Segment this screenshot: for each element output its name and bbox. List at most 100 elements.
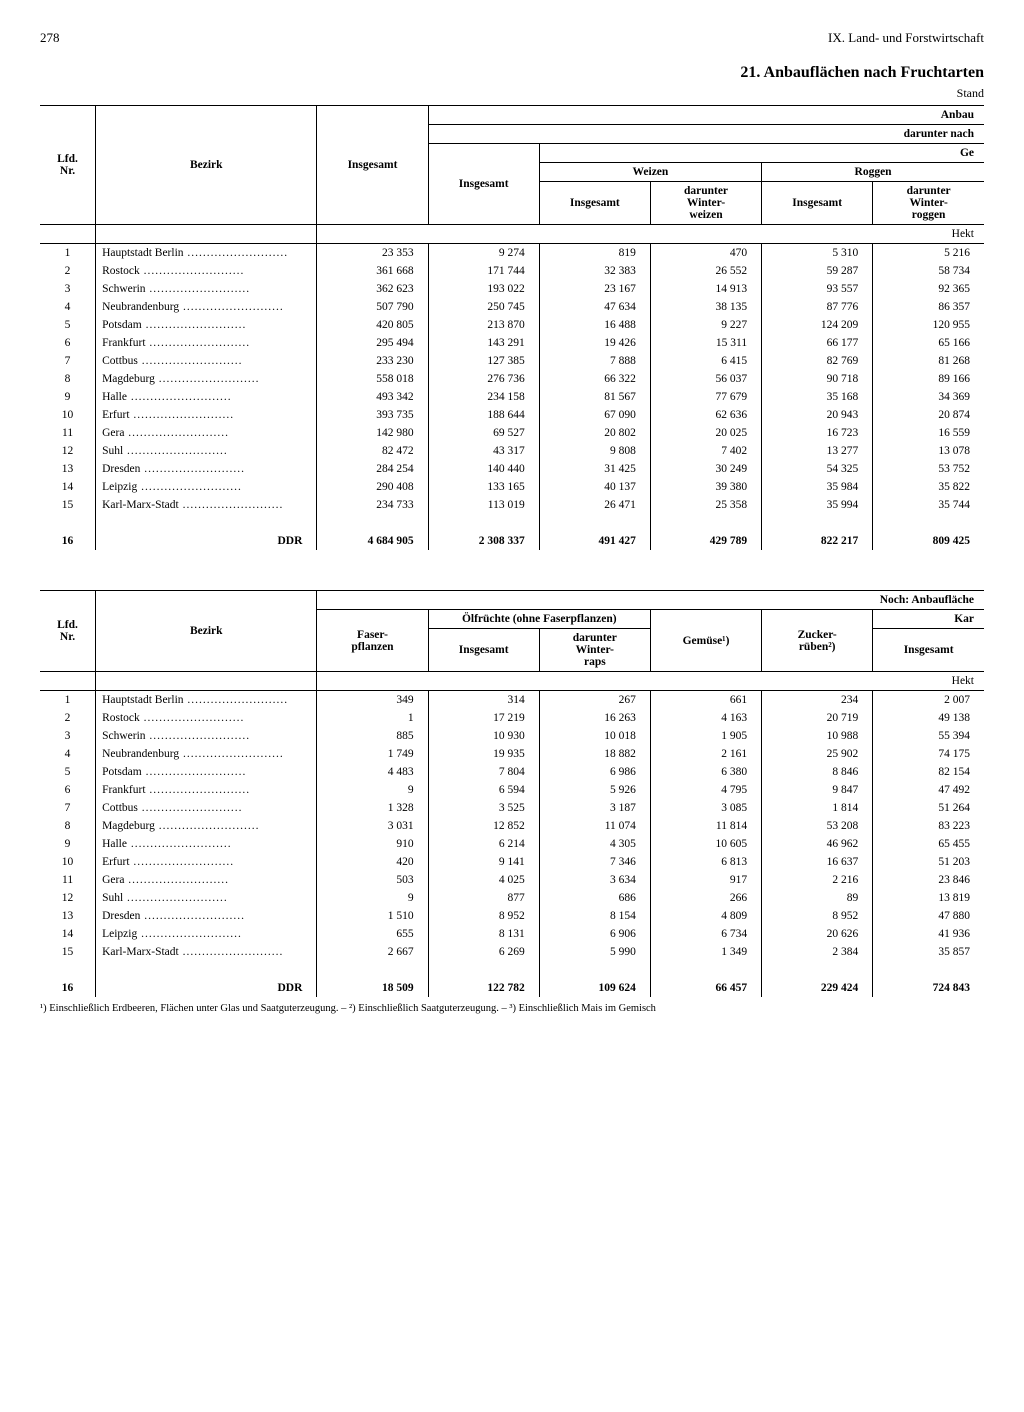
bezirk-name: Leipzig <box>96 478 317 496</box>
cell: 65 455 <box>873 835 984 853</box>
table-row: 13Dresden1 5108 9528 1544 8098 95247 880 <box>40 907 984 925</box>
cell: 420 <box>317 853 428 871</box>
cell: 171 744 <box>428 262 539 280</box>
cell: 23 846 <box>873 871 984 889</box>
bezirk-name: Magdeburg <box>96 370 317 388</box>
cell: 10 018 <box>539 727 650 745</box>
bezirk-name: Hauptstadt Berlin <box>96 691 317 710</box>
cell: 87 776 <box>762 298 873 316</box>
cell: 4 483 <box>317 763 428 781</box>
col-kar-insg: Insgesamt <box>873 629 984 672</box>
cell: 234 733 <box>317 496 428 514</box>
cell: 6 269 <box>428 943 539 961</box>
col-gemuese: Gemüse¹) <box>650 610 761 672</box>
bezirk-name: Potsdam <box>96 763 317 781</box>
cell: 910 <box>317 835 428 853</box>
bezirk-name: Karl-Marx-Stadt <box>96 943 317 961</box>
cell: 9 141 <box>428 853 539 871</box>
cell: 127 385 <box>428 352 539 370</box>
bezirk-name: Suhl <box>96 442 317 460</box>
cell: 10 605 <box>650 835 761 853</box>
col-faser: Faser- pflanzen <box>317 610 428 672</box>
cell: 9 <box>317 889 428 907</box>
bezirk-name: Dresden <box>96 460 317 478</box>
cell: 54 325 <box>762 460 873 478</box>
cell: 1 349 <box>650 943 761 961</box>
cell: 82 472 <box>317 442 428 460</box>
cell: 31 425 <box>539 460 650 478</box>
row-number: 7 <box>40 799 96 817</box>
cell: 9 227 <box>650 316 761 334</box>
cell: 819 <box>539 244 650 263</box>
bezirk-name: Neubrandenburg <box>96 745 317 763</box>
cell: 4 795 <box>650 781 761 799</box>
cell: 9 274 <box>428 244 539 263</box>
table-1: Lfd. Nr. Bezirk Insgesamt Anbau darunter… <box>40 105 984 550</box>
table-row: 4Neubrandenburg507 790250 74547 63438 13… <box>40 298 984 316</box>
col-bezirk: Bezirk <box>96 591 317 672</box>
cell: 1 905 <box>650 727 761 745</box>
cell: 23 353 <box>317 244 428 263</box>
table-row: 2Rostock117 21916 2634 16320 71949 138 <box>40 709 984 727</box>
cell: 30 249 <box>650 460 761 478</box>
cell: 8 952 <box>428 907 539 925</box>
cell: 12 852 <box>428 817 539 835</box>
total-row: 16DDR4 684 9052 308 337491 427429 789822… <box>40 532 984 550</box>
cell: 16 637 <box>762 853 873 871</box>
row-number: 3 <box>40 727 96 745</box>
col-zucker: Zucker- rüben²) <box>762 610 873 672</box>
cell: 20 874 <box>873 406 984 424</box>
cell: 686 <box>539 889 650 907</box>
cell: 77 679 <box>650 388 761 406</box>
col-winterroggen: darunter Winter- roggen <box>873 182 984 225</box>
cell: 124 209 <box>762 316 873 334</box>
cell: 81 268 <box>873 352 984 370</box>
cell: 290 408 <box>317 478 428 496</box>
cell: 56 037 <box>650 370 761 388</box>
bezirk-name: Erfurt <box>96 406 317 424</box>
col-weizen: Weizen <box>539 163 761 182</box>
table-row: 11Gera5034 0253 6349172 21623 846 <box>40 871 984 889</box>
cell: 3 031 <box>317 817 428 835</box>
cell: 6 214 <box>428 835 539 853</box>
table-row: 3Schwerin88510 93010 0181 90510 98855 39… <box>40 727 984 745</box>
cell: 51 264 <box>873 799 984 817</box>
cell: 20 802 <box>539 424 650 442</box>
cell: 3 525 <box>428 799 539 817</box>
col-darunter: darunter nach <box>428 125 984 144</box>
cell: 362 623 <box>317 280 428 298</box>
cell: 41 936 <box>873 925 984 943</box>
cell: 51 203 <box>873 853 984 871</box>
table-row: 8Magdeburg558 018276 73666 32256 03790 7… <box>40 370 984 388</box>
cell: 4 163 <box>650 709 761 727</box>
col-olfruechte: Ölfrüchte (ohne Faserpflanzen) <box>428 610 650 629</box>
row-number: 12 <box>40 889 96 907</box>
cell: 20 943 <box>762 406 873 424</box>
cell: 26 471 <box>539 496 650 514</box>
table-row: 7Cottbus1 3283 5253 1873 0851 81451 264 <box>40 799 984 817</box>
col-winterweizen: darunter Winter- weizen <box>650 182 761 225</box>
cell: 420 805 <box>317 316 428 334</box>
cell: 35 168 <box>762 388 873 406</box>
page-number: 278 <box>40 30 60 46</box>
col-getreide-insg: Insgesamt <box>428 144 539 225</box>
row-number: 6 <box>40 334 96 352</box>
row-number: 1 <box>40 244 96 263</box>
cell: 83 223 <box>873 817 984 835</box>
bezirk-name: Potsdam <box>96 316 317 334</box>
cell: 558 018 <box>317 370 428 388</box>
cell: 276 736 <box>428 370 539 388</box>
row-number: 5 <box>40 763 96 781</box>
table-row: 11Gera142 98069 52720 80220 02516 72316 … <box>40 424 984 442</box>
table-row: 14Leipzig290 408133 16540 13739 38035 98… <box>40 478 984 496</box>
cell: 917 <box>650 871 761 889</box>
table-row: 1Hauptstadt Berlin3493142676612342 007 <box>40 691 984 710</box>
cell: 507 790 <box>317 298 428 316</box>
cell: 53 752 <box>873 460 984 478</box>
cell: 93 557 <box>762 280 873 298</box>
row-number: 4 <box>40 745 96 763</box>
bezirk-name: Gera <box>96 871 317 889</box>
table-row: 14Leipzig6558 1316 9066 73420 62641 936 <box>40 925 984 943</box>
cell: 10 988 <box>762 727 873 745</box>
cell: 39 380 <box>650 478 761 496</box>
